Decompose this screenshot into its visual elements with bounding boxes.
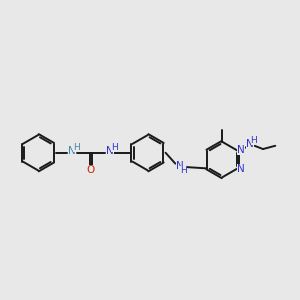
- Text: H: H: [73, 143, 80, 152]
- Text: N: N: [68, 146, 76, 156]
- Text: H: H: [250, 136, 257, 145]
- Text: N: N: [237, 145, 245, 155]
- Text: N: N: [246, 140, 254, 149]
- Text: N: N: [106, 146, 113, 156]
- Text: N: N: [237, 164, 245, 174]
- Text: N: N: [176, 160, 183, 170]
- Text: O: O: [86, 165, 95, 175]
- Text: H: H: [111, 143, 117, 152]
- Text: H: H: [180, 166, 187, 175]
